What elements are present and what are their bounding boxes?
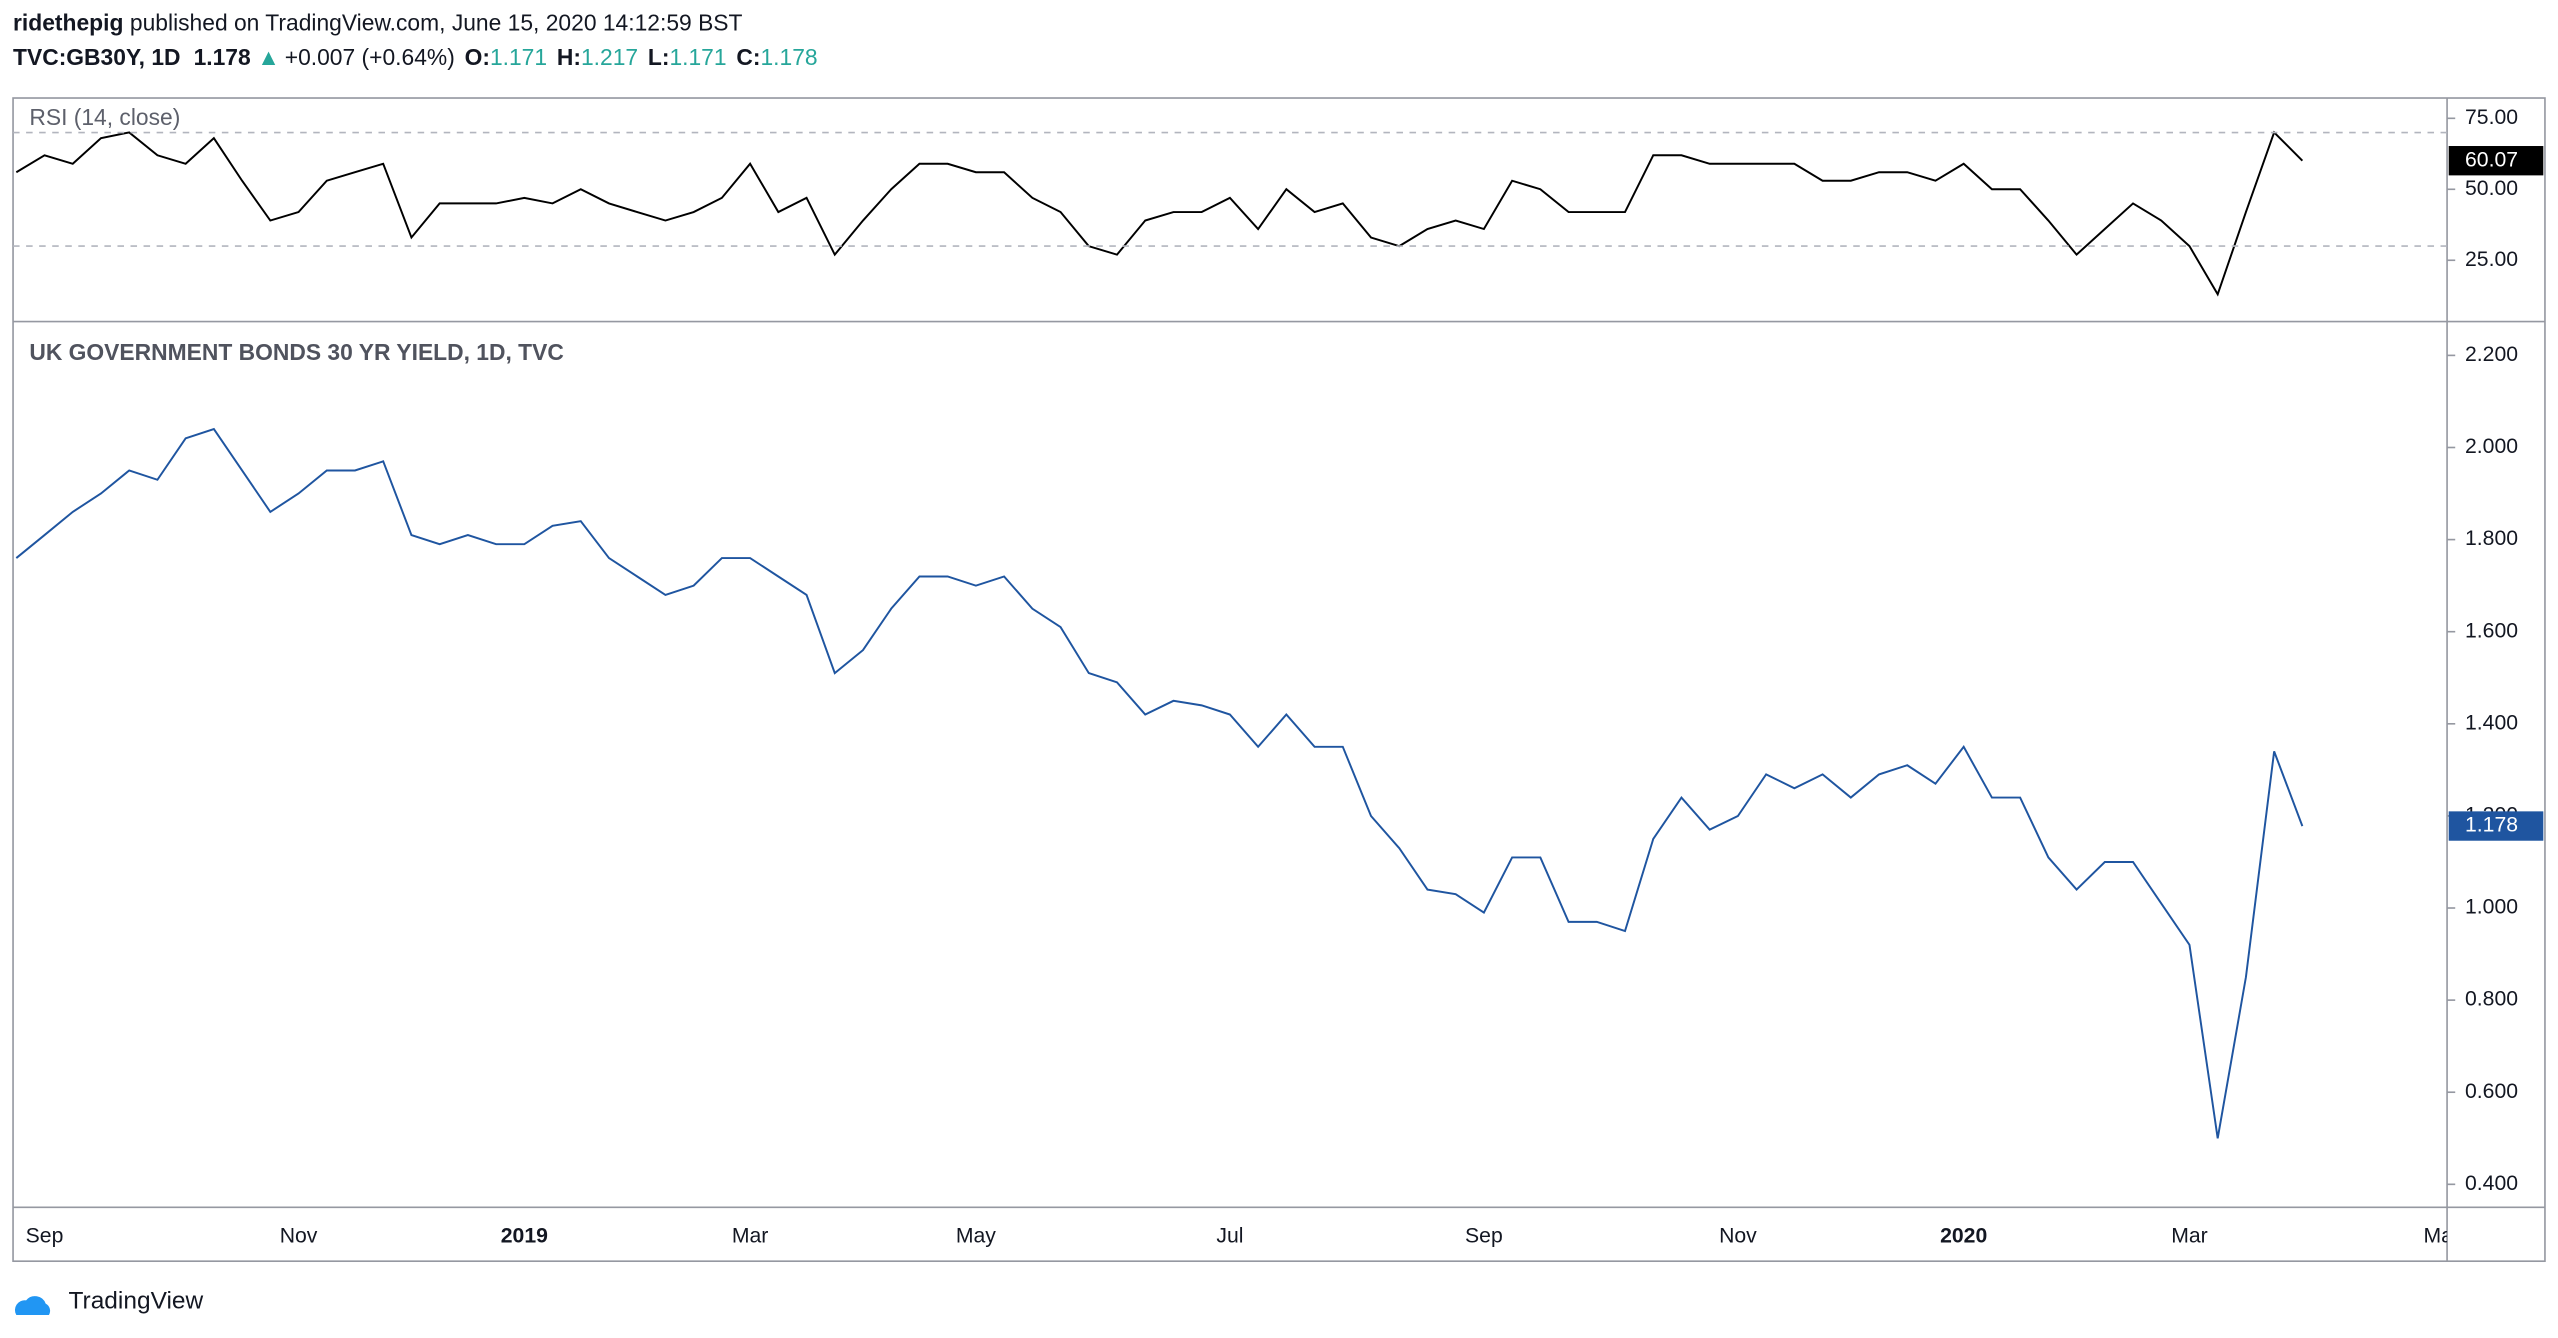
y-tick-label: 1.400 xyxy=(2465,711,2518,734)
price-line xyxy=(15,130,2304,297)
ohlc-value: 1.171 xyxy=(669,44,726,70)
x-tick-label: 2019 xyxy=(501,1224,548,1247)
y-tick-label: 25.00 xyxy=(2465,248,2518,271)
logo-icon xyxy=(14,1296,51,1316)
pane-title: RSI (14, close) xyxy=(29,104,180,130)
ohlc-label: L: xyxy=(648,44,670,70)
pane-title: UK GOVERNMENT BONDS 30 YR YIELD, 1D, TVC xyxy=(29,339,563,365)
y-tick-label: 1.000 xyxy=(2465,896,2518,919)
x-tick-label: Mar xyxy=(732,1224,768,1247)
ohlc-label: H: xyxy=(557,44,581,70)
brand: TradingView xyxy=(69,1287,204,1314)
ohlc-value: 1.178 xyxy=(760,44,817,70)
x-tick-label: May xyxy=(956,1224,996,1247)
up-arrow: ▲ xyxy=(257,44,280,70)
y-tick-label: 0.400 xyxy=(2465,1172,2518,1195)
y-tick-label: 2.200 xyxy=(2465,343,2518,366)
chart-frame xyxy=(12,97,2546,1263)
x-tick-label: Sep xyxy=(26,1224,64,1247)
last-price: 1.178 xyxy=(194,44,251,70)
y-tick-label: 1.600 xyxy=(2465,619,2518,642)
ohlc-label: O: xyxy=(465,44,490,70)
y-tick-label: 75.00 xyxy=(2465,106,2518,129)
x-tick-label: Sep xyxy=(1465,1224,1503,1247)
published: published on TradingView.com, June 15, 2… xyxy=(130,10,743,36)
x-tick-label: Nov xyxy=(1719,1224,1757,1247)
last-value-badge xyxy=(2448,146,2544,176)
last-value-label: 60.07 xyxy=(2465,148,2518,171)
ohlc-value: 1.217 xyxy=(581,44,638,70)
plot-area xyxy=(15,130,2304,1139)
x-tick-label: May xyxy=(2423,1224,2463,1247)
x-tick-label: 2020 xyxy=(1940,1224,1987,1247)
logo: TradingView xyxy=(14,1287,204,1316)
ohlc-value: 1.171 xyxy=(490,44,547,70)
last-value-label: 1.178 xyxy=(2465,814,2518,837)
symbol: TVC:GB30Y, 1D xyxy=(13,44,180,70)
price-line xyxy=(15,427,2304,1139)
ohlc-label: C: xyxy=(736,44,760,70)
y-tick-label: 2.000 xyxy=(2465,435,2518,458)
y-tick-label: 1.800 xyxy=(2465,527,2518,550)
x-tick-label: Jul xyxy=(1216,1224,1243,1247)
change: +0.007 (+0.64%) xyxy=(285,44,455,70)
y-tick-label: 50.00 xyxy=(2465,177,2518,200)
last-value-badge xyxy=(2448,811,2544,841)
y-tick-label: 0.600 xyxy=(2465,1080,2518,1103)
author: ridethepig xyxy=(13,10,123,36)
x-tick-label: Mar xyxy=(2171,1224,2208,1247)
y-tick-label: 0.800 xyxy=(2465,988,2518,1011)
header-line: ridethepig published on TradingView.com, … xyxy=(13,10,742,36)
symbol-line: TVC:GB30Y, 1D 1.178 ▲ +0.007 (+0.64%) O:1.17… xyxy=(13,44,818,70)
x-tick-label: Nov xyxy=(280,1224,318,1247)
